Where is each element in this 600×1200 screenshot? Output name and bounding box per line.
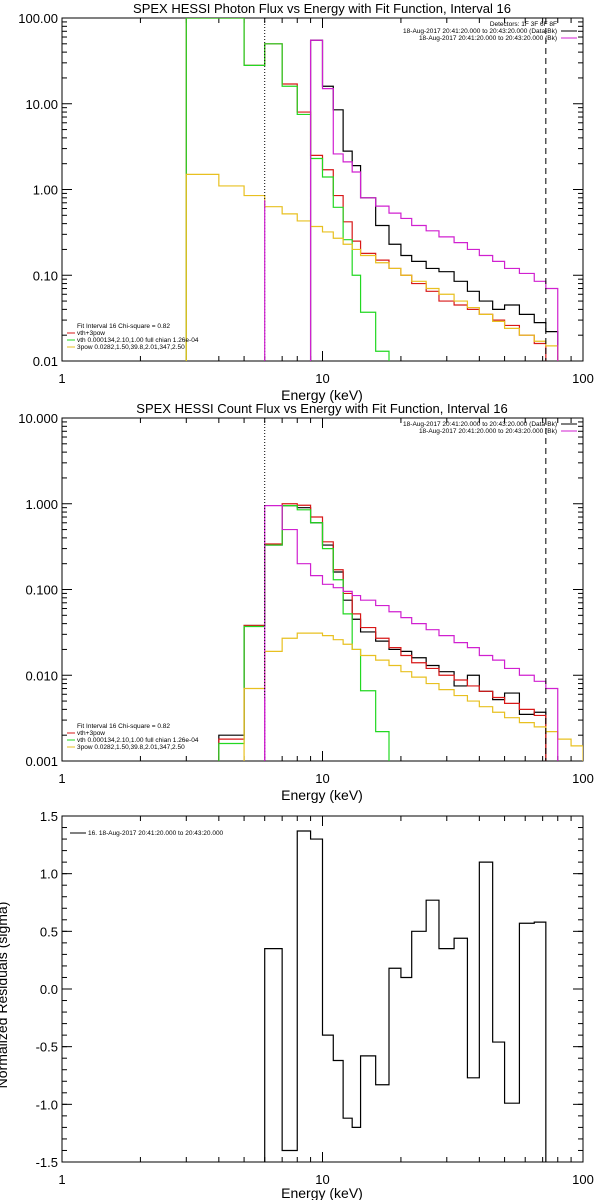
series-line-black bbox=[264, 830, 547, 1162]
legend-text: 3pow 0.0282,1.50,39.8,2.01,347,2.50 bbox=[77, 744, 185, 751]
info-text: 18-Aug-2017 20:41:20.000 to 20:43:20.000… bbox=[403, 421, 557, 428]
count-flux-panel: SPEX HESSI Count Flux vs Energy with Fit… bbox=[18, 401, 594, 803]
info-text: 18-Aug-2017 20:41:20.000 to 20:43:20.000… bbox=[419, 428, 557, 435]
info-text: 18-Aug-2017 20:41:20.000 to 20:43:20.000… bbox=[419, 35, 557, 42]
y-tick-label: 1.000 bbox=[25, 497, 58, 512]
series-line-magenta bbox=[309, 39, 559, 361]
series-line-green bbox=[185, 18, 413, 361]
photon-flux-title: SPEX HESSI Photon Flux vs Energy with Fi… bbox=[133, 1, 511, 16]
x-tick-label: 100 bbox=[572, 1172, 594, 1187]
legend-text: 3pow 0.0282,1.50,39.8,2.01,347,2.50 bbox=[77, 344, 185, 351]
count-flux-title: SPEX HESSI Count Flux vs Energy with Fit… bbox=[136, 401, 507, 416]
legend-text: vth 0.000134,2.10,1.00 full chian 1.26e-… bbox=[77, 337, 199, 344]
plot-area bbox=[185, 503, 583, 761]
y-tick-label: 0.010 bbox=[25, 668, 58, 683]
series-line-red bbox=[185, 18, 547, 361]
y-tick-label: 1.0 bbox=[40, 867, 58, 882]
y-tick-label: 10.000 bbox=[18, 411, 58, 426]
y-tick-label: 1.5 bbox=[40, 809, 58, 824]
series-line-gold bbox=[185, 173, 559, 361]
x-tick-label: 100 bbox=[572, 371, 594, 386]
legend-text: Fit Interval 16 Chi-square = 0.82 bbox=[77, 323, 170, 330]
plot-area bbox=[264, 830, 547, 1162]
x-tick-label: 1 bbox=[58, 1172, 65, 1187]
series-line-green bbox=[218, 505, 402, 761]
series-line-magenta bbox=[264, 505, 559, 761]
plot-area bbox=[185, 18, 559, 361]
photon-flux-panel: SPEX HESSI Photon Flux vs Energy with Fi… bbox=[18, 1, 594, 403]
legend-text: Fit Interval 16 Chi-square = 0.82 bbox=[77, 723, 170, 730]
x-tick-label: 10 bbox=[315, 1172, 329, 1187]
y-tick-label: 10.00 bbox=[25, 97, 58, 112]
y-tick-label: 100.00 bbox=[18, 11, 58, 26]
x-tick-label: 10 bbox=[315, 371, 329, 386]
count-flux-xlabel: Energy (keV) bbox=[281, 787, 363, 803]
residuals-xlabel: Energy (keV) bbox=[281, 1185, 363, 1200]
y-tick-label: -0.5 bbox=[36, 1040, 58, 1055]
residuals-ylabel: Normalized Residuals (sigma) bbox=[0, 902, 10, 1089]
series-line-red bbox=[218, 503, 547, 761]
y-tick-label: -1.0 bbox=[36, 1097, 58, 1112]
y-tick-label: 0.100 bbox=[25, 583, 58, 598]
y-tick-label: 0.10 bbox=[33, 268, 58, 283]
series-line-black bbox=[309, 39, 559, 361]
plot-frame bbox=[61, 417, 584, 762]
legend-text: vth+3pow bbox=[77, 330, 105, 337]
x-tick-label: 1 bbox=[58, 771, 65, 786]
legend-text: vth+3pow bbox=[77, 730, 105, 737]
y-tick-label: 0.0 bbox=[40, 982, 58, 997]
y-tick-label: -1.5 bbox=[36, 1155, 58, 1170]
y-tick-label: 1.00 bbox=[33, 183, 58, 198]
y-tick-label: 0.01 bbox=[33, 354, 58, 369]
info-text: 18-Aug-2017 20:41:20.000 to 20:43:20.000… bbox=[403, 28, 557, 35]
photon-flux-xlabel: Energy (keV) bbox=[281, 387, 363, 403]
legend-text: vth 0.000134,2.10,1.00 full chian 1.26e-… bbox=[77, 737, 199, 744]
series-line-gold bbox=[185, 632, 583, 761]
x-tick-label: 10 bbox=[315, 771, 329, 786]
x-tick-label: 1 bbox=[58, 371, 65, 386]
x-tick-label: 100 bbox=[572, 771, 594, 786]
y-tick-label: 0.5 bbox=[40, 924, 58, 939]
residuals-panel: Energy (keV) Normalized Residuals (sigma… bbox=[0, 809, 594, 1200]
legend-text: 16. 18-Aug-2017 20:41:20.000 to 20:43:20… bbox=[88, 830, 224, 837]
info-text: Detectors: 1F 3F 6F 8F bbox=[490, 21, 557, 28]
y-tick-label: 0.001 bbox=[25, 754, 58, 769]
